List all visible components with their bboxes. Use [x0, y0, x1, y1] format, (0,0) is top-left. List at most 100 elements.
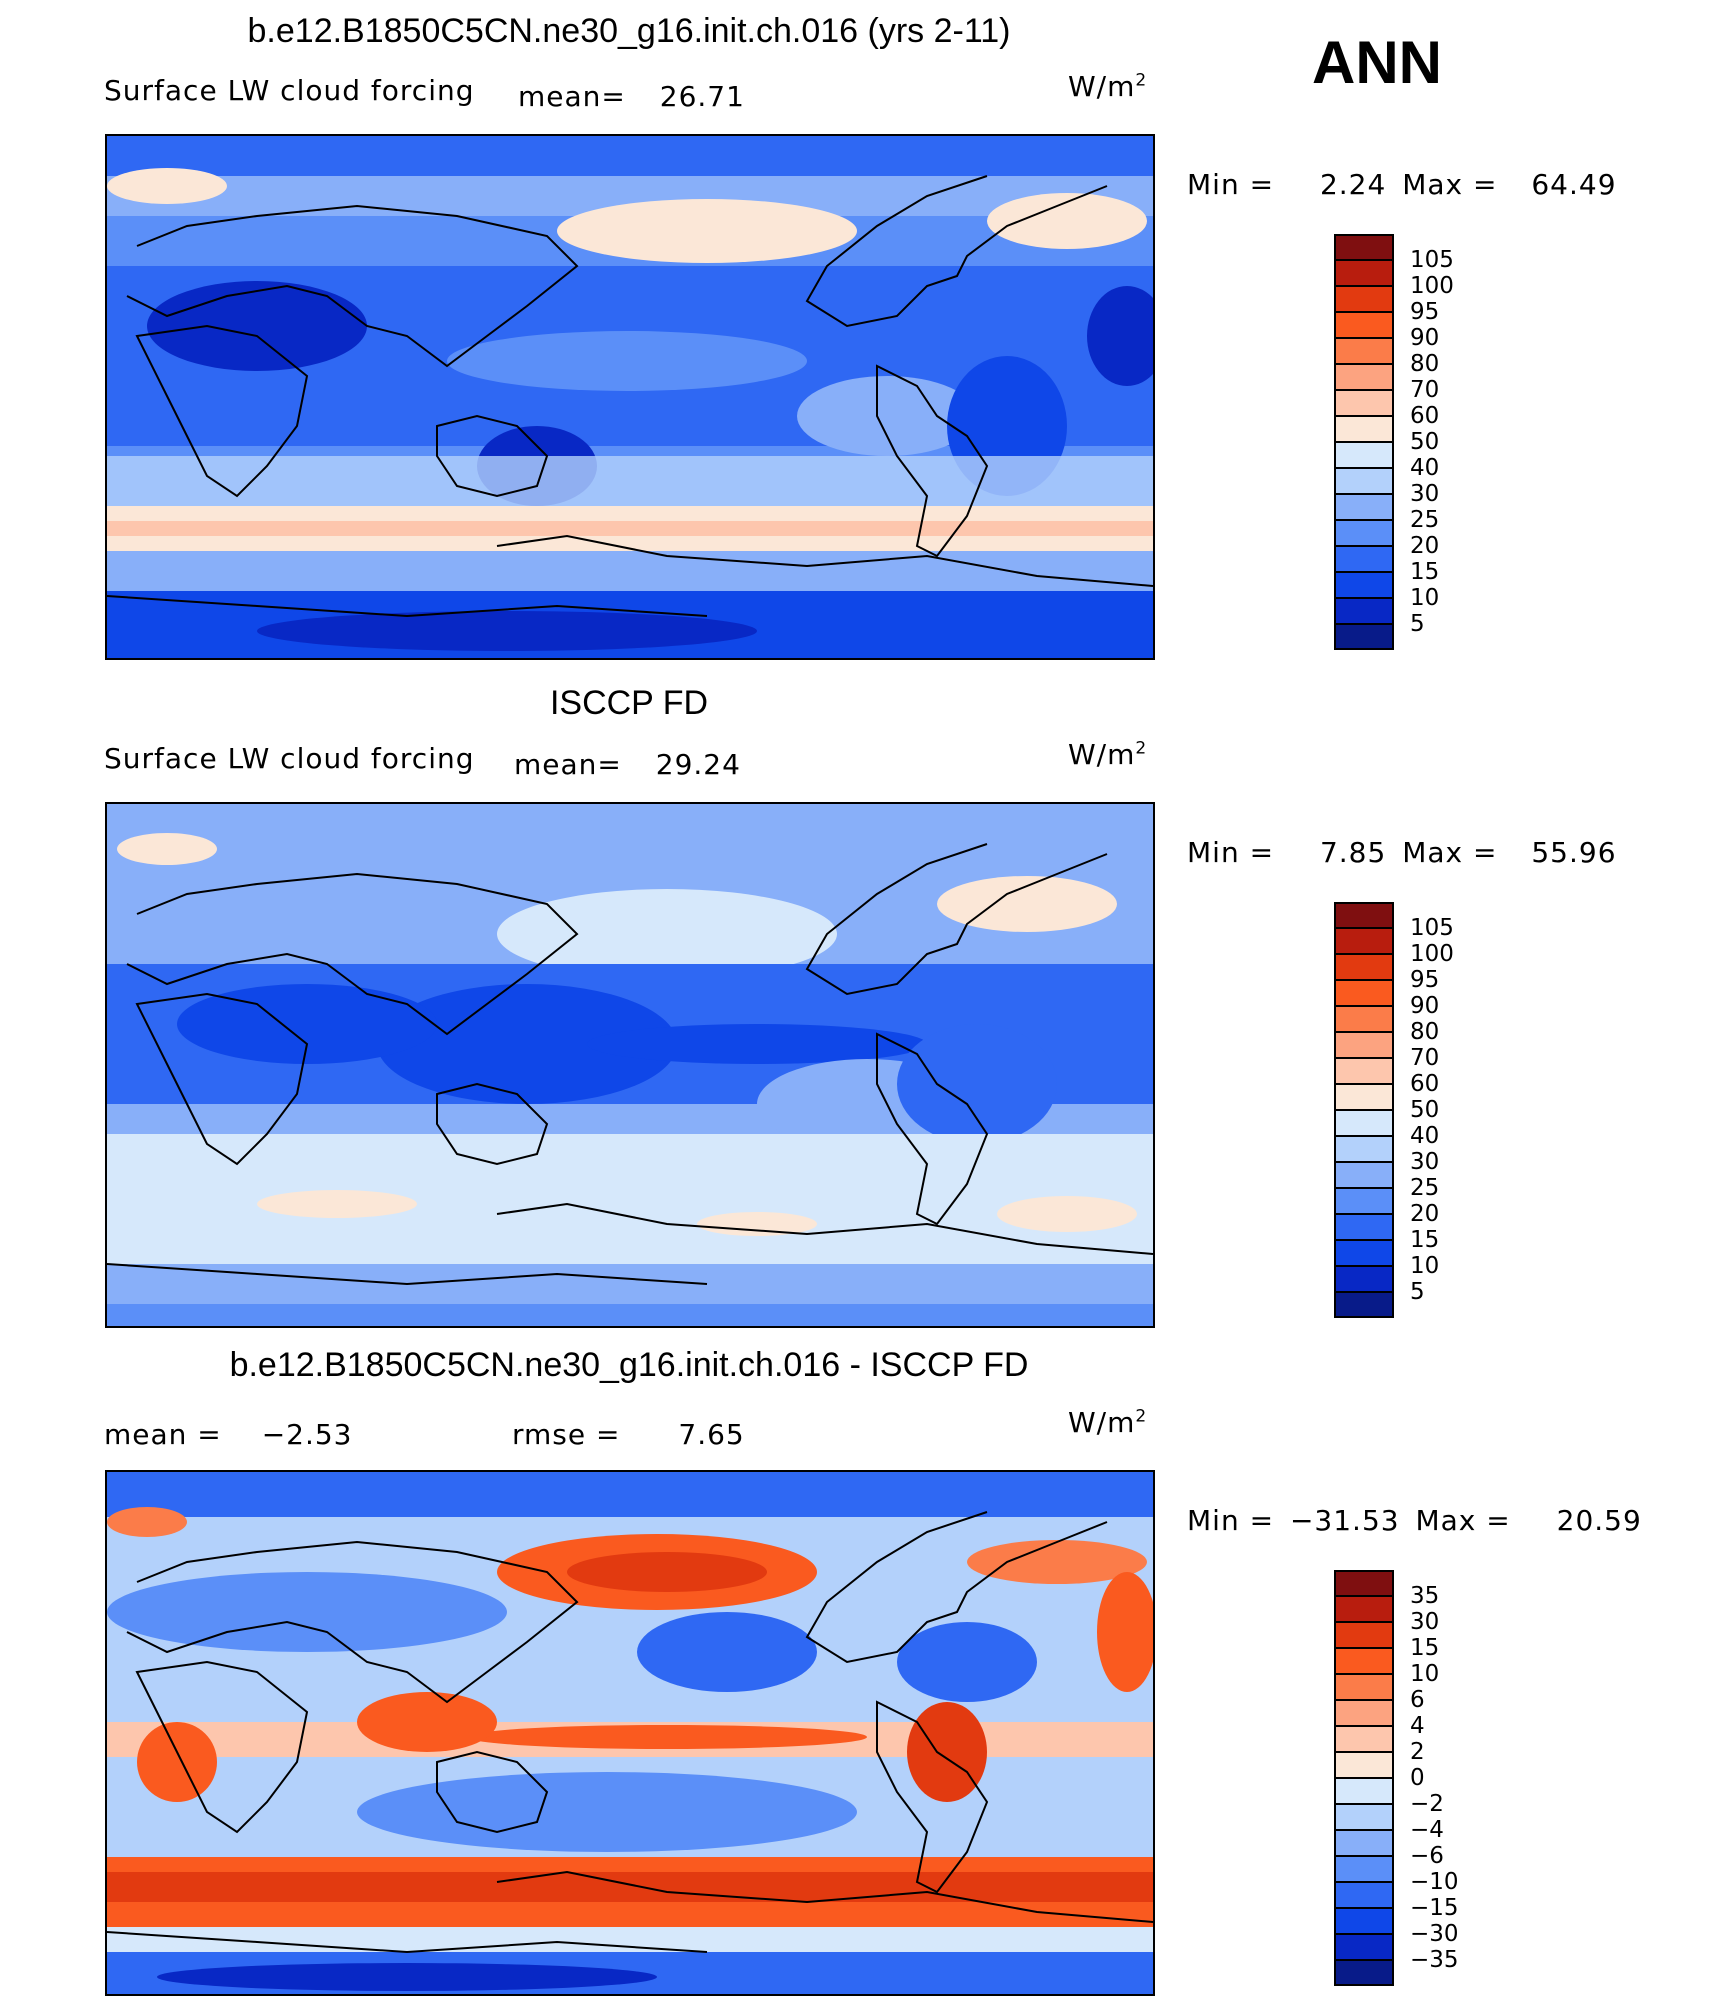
- units-exponent: 2: [1135, 1406, 1148, 1427]
- panel2-colorbar-label: 100: [1410, 941, 1454, 967]
- panel3-colorbar-box: [1334, 1570, 1394, 1596]
- panel1-colorbar-box: [1334, 260, 1394, 286]
- panel2-min-label: Min =: [1187, 836, 1275, 869]
- panel1-colorbar-box: [1334, 624, 1394, 650]
- panel3-colorbar-box: [1334, 1648, 1394, 1674]
- panel3-colorbar-box: [1334, 1830, 1394, 1856]
- panel3-colorbar-box: [1334, 1908, 1394, 1934]
- panel1-colorbar-box: [1334, 546, 1394, 572]
- panel2-colorbar-box: [1334, 1006, 1394, 1032]
- panel3-min-label: Min =: [1187, 1504, 1275, 1537]
- panel2-colorbar-box: [1334, 902, 1394, 928]
- panel2-colorbar-label: 90: [1410, 993, 1440, 1019]
- units-exponent: 2: [1135, 738, 1148, 759]
- panel1-colorbar-box: [1334, 598, 1394, 624]
- panel1-colorbar-label: 105: [1410, 247, 1454, 273]
- panel2-colorbar-box: [1334, 1032, 1394, 1058]
- panel1-colorbar-label: 90: [1410, 325, 1440, 351]
- panel1-min-max: Min = 2.24 Max = 64.49: [1187, 168, 1617, 201]
- panel2-colorbar-box: [1334, 928, 1394, 954]
- panel2-colorbar-box: [1334, 1162, 1394, 1188]
- panel3-rmse-label: rmse =: [512, 1418, 621, 1451]
- panel3-colorbar-label: 15: [1410, 1635, 1440, 1661]
- panel3-colorbar-label: 35: [1410, 1583, 1440, 1609]
- panel2-max-value: 55.96: [1531, 836, 1617, 869]
- panel1-colorbar-box: [1334, 572, 1394, 598]
- panel3-colorbar-box: [1334, 1622, 1394, 1648]
- panel2-colorbar-box: [1334, 1188, 1394, 1214]
- panel3-colorbar-label: −10: [1410, 1869, 1459, 1895]
- panel1-min-value: 2.24: [1319, 168, 1387, 201]
- panel2-colorbar-box: [1334, 1084, 1394, 1110]
- panel3-min-value: −31.53: [1289, 1504, 1400, 1537]
- panel2-colorbar-label: 15: [1410, 1227, 1440, 1253]
- panel2-mean-label: mean=: [514, 748, 622, 781]
- panel2-colorbar-box: [1334, 980, 1394, 1006]
- panel2-colorbar-label: 20: [1410, 1201, 1440, 1227]
- panel2-colorbar-label: 50: [1410, 1097, 1440, 1123]
- panel1-colorbar-box: [1334, 520, 1394, 546]
- panel1-colorbar-label: 10: [1410, 585, 1440, 611]
- panel1-colorbar-label: 25: [1410, 507, 1440, 533]
- panel2-colorbar-label: 5: [1410, 1279, 1425, 1305]
- panel1-mean-label: mean=: [518, 80, 626, 113]
- panel2-colorbar-label: 30: [1410, 1149, 1440, 1175]
- panel1-colorbar-box: [1334, 364, 1394, 390]
- panel2-max-label: Max =: [1402, 836, 1498, 869]
- panel3-colorbar-label: −4: [1410, 1817, 1444, 1843]
- units-base: W/m: [1068, 738, 1136, 771]
- panel2-units: W/m2: [1068, 738, 1147, 771]
- panel2-mean-value: 29.24: [655, 748, 741, 781]
- panel1-colorbar-label: 70: [1410, 377, 1440, 403]
- panel3-title: b.e12.B1850C5CN.ne30_g16.init.ch.016 - I…: [229, 1346, 1029, 1384]
- panel3-colorbar-label: 0: [1410, 1765, 1425, 1791]
- panel3-min-max: Min = −31.53 Max = 20.59: [1187, 1504, 1642, 1537]
- panel3-colorbar-label: 10: [1410, 1661, 1440, 1687]
- panel2-map: [105, 802, 1155, 1328]
- panel3-colorbar-box: [1334, 1882, 1394, 1908]
- panel3-colorbar-label: −6: [1410, 1843, 1444, 1869]
- panel2-map-svg: [106, 804, 1154, 1326]
- panel1-max-value: 64.49: [1531, 168, 1617, 201]
- panel1-map-svg: [106, 136, 1167, 658]
- panel2-colorbar-label: 25: [1410, 1175, 1440, 1201]
- panel2-min-value: 7.85: [1319, 836, 1387, 869]
- panel3-colorbar-box: [1334, 1726, 1394, 1752]
- panel3-colorbar-label: 2: [1410, 1739, 1425, 1765]
- panel1-colorbar-label: 60: [1410, 403, 1440, 429]
- panel2-colorbar-box: [1334, 1266, 1394, 1292]
- panel1-units: W/m2: [1068, 70, 1147, 103]
- panel1-mean-value: 26.71: [659, 80, 745, 113]
- panel1-max-label: Max =: [1402, 168, 1498, 201]
- panel1-colorbar-box: [1334, 494, 1394, 520]
- panel2-colorbar-label: 60: [1410, 1071, 1440, 1097]
- panel2-colorbar-box: [1334, 1058, 1394, 1084]
- panel2-colorbar-label: 40: [1410, 1123, 1440, 1149]
- panel1-colorbar-label: 5: [1410, 611, 1425, 637]
- panel1-colorbar-label: 30: [1410, 481, 1440, 507]
- panel2-title: ISCCP FD: [549, 684, 709, 722]
- panel3-colorbar-box: [1334, 1778, 1394, 1804]
- panel1-colorbar-label: 20: [1410, 533, 1440, 559]
- panel2-colorbar-label: 80: [1410, 1019, 1440, 1045]
- panel3-colorbar-label: 4: [1410, 1713, 1425, 1739]
- panel2-colorbar-box: [1334, 1136, 1394, 1162]
- panel1-mean: mean= 26.71: [518, 80, 745, 113]
- panel3-colorbar-label: 6: [1410, 1687, 1425, 1713]
- panel2-colorbar-label: 95: [1410, 967, 1440, 993]
- panel3-colorbar-box: [1334, 1596, 1394, 1622]
- panel1-colorbar-label: 15: [1410, 559, 1440, 585]
- panel3-colorbar-box: [1334, 1856, 1394, 1882]
- panel1-colorbar-label: 100: [1410, 273, 1454, 299]
- panel3-colorbar-box: [1334, 1752, 1394, 1778]
- panel1-colorbar-box: [1334, 338, 1394, 364]
- panel1-colorbar-label: 50: [1410, 429, 1440, 455]
- panel1-colorbar-label: 80: [1410, 351, 1440, 377]
- panel1-colorbar-label: 95: [1410, 299, 1440, 325]
- panel2-colorbar-label: 10: [1410, 1253, 1440, 1279]
- panel1-colorbar-box: [1334, 468, 1394, 494]
- panel1-colorbar-box: [1334, 312, 1394, 338]
- panel3-rmse: rmse = 7.65: [512, 1418, 745, 1451]
- panel1-colorbar-box: [1334, 416, 1394, 442]
- panel1-min-label: Min =: [1187, 168, 1275, 201]
